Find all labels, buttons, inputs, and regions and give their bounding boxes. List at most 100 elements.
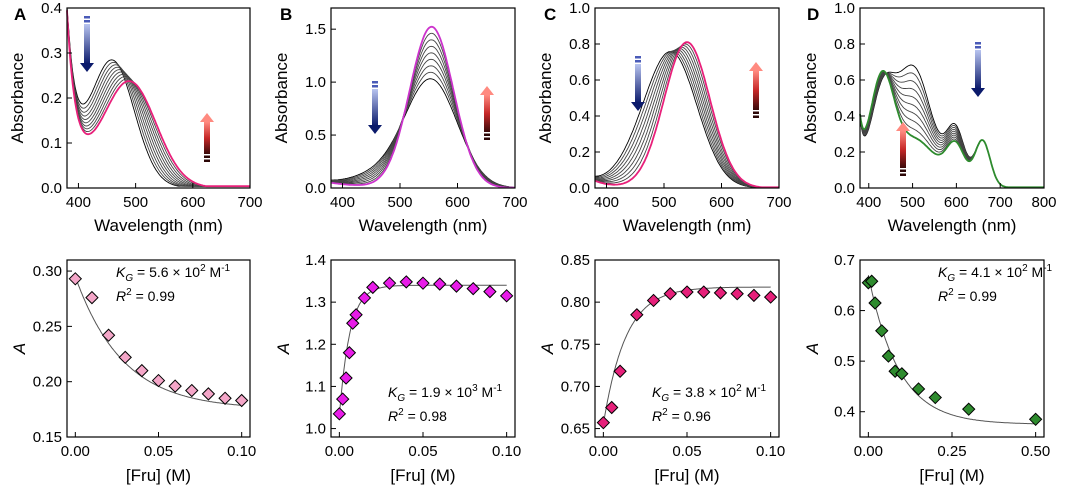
y-tick-label: 0.5 [305,127,326,144]
spectrum-line [330,45,515,189]
x-tick-label: 0.10 [756,443,785,460]
x-tick-label: 600 [445,194,470,211]
y-tick-label: 1.0 [305,74,326,91]
y-tick-label: 0.0 [305,180,326,197]
y-axis-label: A [274,343,293,355]
panel-a-binding: 0.00 0.05 0.10 0.15 0.20 0.25 0.30 [Fru] (M) A KG… [10,259,256,485]
data-point [416,276,430,290]
data-point [332,407,347,421]
data-point [713,286,728,300]
kg-annotation: KG = 3.8 × 102 M-1 [652,383,767,404]
data-point [101,328,116,342]
panel-d-spectra: 400 500 600 700 800 0.0 0.2 0.4 0.6 0.8 1.0 Wavelen… [801,0,1057,235]
arrow-down-icon [368,125,382,134]
arrow-shaft [900,131,906,168]
y-tick-label: 0.2 [834,144,855,161]
x-tick-label: 500 [387,194,412,211]
data-point [928,390,942,405]
y-tick-label: 0.2 [41,90,62,107]
kg-symbol: K [388,384,398,400]
y-tick-label: 0.4 [41,0,62,17]
x-tick-label: 600 [944,194,969,211]
arrow-up-icon [200,113,214,122]
kg-value: = 4.1 × 10 [955,264,1022,280]
r2-annotation: R2 = 0.96 [652,407,711,424]
y-tick-label: 0.6 [569,72,590,89]
arrow-dash [204,155,210,158]
kg-exponent: 3 [472,383,478,394]
kg-subscript: G [661,393,669,404]
x-tick-label: 700 [766,194,791,211]
data-point [911,382,926,396]
data-point [399,275,413,289]
y-tick-label: 0.4 [569,108,590,125]
kg-symbol: K [116,264,126,280]
y-axis-label: Absorbance [801,53,820,144]
x-axis-label: [Fru] (M) [390,466,455,485]
x-tick-label: 0.00 [325,443,354,460]
data-point [630,308,644,322]
data-point [151,373,166,388]
arrow-dash [635,56,641,59]
y-tick-label: 0.85 [561,252,590,269]
spectrum-line [859,71,1044,188]
data-point [697,285,711,299]
data-point [234,393,249,408]
x-tick-label: 800 [1031,194,1056,211]
panel-d-binding: 0.00 0.25 0.50 0.4 0.5 0.6 0.7 [Fru] (M) A KG = 4… [803,252,1053,485]
kg-unit-exponent: -1 [1043,263,1052,274]
panel-label-c: C [544,5,556,24]
y-tick-label: 0.4 [834,404,855,421]
x-tick-label: 700 [988,194,1013,211]
arrow-up-icon [896,122,910,131]
data-point [349,308,363,322]
x-axis-label: [Fru] (M) [126,466,191,485]
data-point [962,402,976,416]
y-tick-label: 0.1 [41,135,62,152]
x-tick-label: 0.50 [1021,443,1050,460]
arrow-dash [484,137,490,140]
x-tick-label: 400 [330,194,355,211]
data-point [747,288,761,303]
x-axis-label: Wavelength (nm) [359,216,488,235]
arrow-dash [753,111,759,114]
spectrum-line [330,39,515,189]
arrow-dash [372,81,378,84]
data-point [763,290,778,304]
kg-subscript: G [947,273,955,284]
spectrum-line [330,25,515,189]
y-tick-label: 1.0 [305,421,326,438]
arrow-dash [84,16,90,19]
arrow-down-icon [631,102,645,111]
x-tick-label: 0.05 [408,443,437,460]
arrow-shaft [84,24,90,64]
y-axis-label: Absorbance [536,53,555,144]
data-point [85,290,99,305]
plot-frame [330,7,516,189]
panel-b-spectra: 400 500 600 700 0.0 0.5 1.0 1.5 Wavelength (nm) A… [272,7,528,235]
r2-symbol: R [938,288,948,304]
x-tick-label: 500 [651,194,676,211]
trend-arrows [80,16,985,176]
x-tick-label: 0.00 [589,443,618,460]
x-tick-label: 0.10 [492,443,521,460]
x-axis-label: [Fru] (M) [654,466,719,485]
data-point [483,284,497,299]
arrow-down-icon [971,88,985,97]
kg-annotation: KG = 5.6 × 102 M-1 [116,263,231,284]
data-point [895,367,909,381]
kg-unit: M [1028,264,1044,280]
y-tick-label: 0.25 [33,318,62,335]
panel-label-a: A [14,5,26,24]
data-point [68,272,83,286]
kg-value: = 5.6 × 10 [133,264,200,280]
data-point [336,392,350,406]
data-point [433,277,447,291]
data-point [875,324,889,338]
kg-subscript: G [125,273,133,284]
y-tick-label: 0.65 [561,421,590,438]
arrow-shaft [204,122,210,154]
arrow-dash [900,169,906,172]
y-tick-label: 0.0 [41,180,62,197]
arrow-shaft [975,50,981,89]
